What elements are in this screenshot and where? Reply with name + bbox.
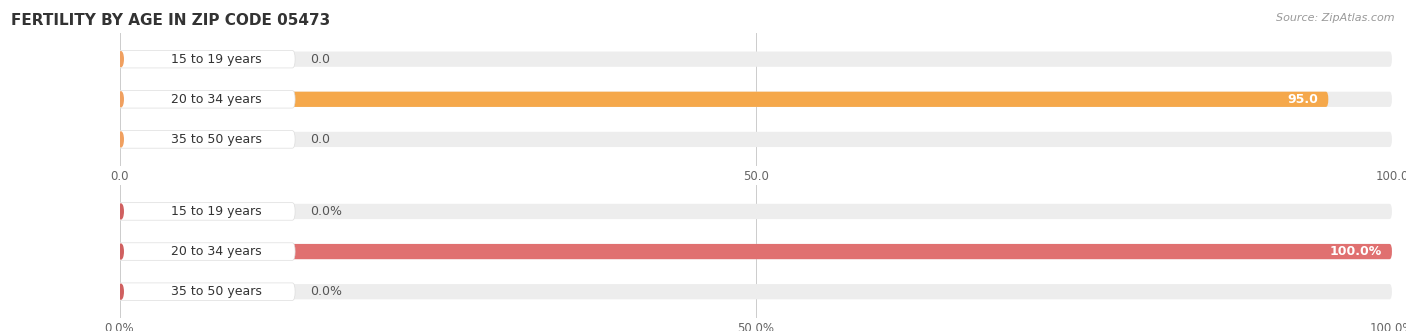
FancyBboxPatch shape xyxy=(120,244,1392,259)
FancyBboxPatch shape xyxy=(120,52,1392,67)
Text: 35 to 50 years: 35 to 50 years xyxy=(170,285,262,298)
Text: 20 to 34 years: 20 to 34 years xyxy=(172,93,262,106)
Text: 15 to 19 years: 15 to 19 years xyxy=(172,53,262,66)
Text: 0.0: 0.0 xyxy=(311,53,330,66)
Text: 20 to 34 years: 20 to 34 years xyxy=(172,245,262,258)
FancyBboxPatch shape xyxy=(117,91,295,108)
FancyBboxPatch shape xyxy=(117,50,295,68)
FancyBboxPatch shape xyxy=(120,92,1392,107)
Text: Source: ZipAtlas.com: Source: ZipAtlas.com xyxy=(1277,13,1395,23)
FancyBboxPatch shape xyxy=(117,283,295,301)
FancyBboxPatch shape xyxy=(120,132,1392,147)
FancyBboxPatch shape xyxy=(120,284,253,299)
Circle shape xyxy=(118,132,124,147)
Text: 15 to 19 years: 15 to 19 years xyxy=(172,205,262,218)
Circle shape xyxy=(118,204,124,219)
Text: 95.0: 95.0 xyxy=(1288,93,1319,106)
FancyBboxPatch shape xyxy=(120,132,253,147)
Text: 0.0%: 0.0% xyxy=(311,285,343,298)
FancyBboxPatch shape xyxy=(117,243,295,260)
FancyBboxPatch shape xyxy=(120,284,1392,299)
Text: 100.0%: 100.0% xyxy=(1330,245,1382,258)
Circle shape xyxy=(118,284,124,299)
FancyBboxPatch shape xyxy=(120,52,253,67)
FancyBboxPatch shape xyxy=(120,244,1392,259)
FancyBboxPatch shape xyxy=(120,204,1392,219)
FancyBboxPatch shape xyxy=(120,92,1329,107)
Circle shape xyxy=(118,52,124,67)
Text: 35 to 50 years: 35 to 50 years xyxy=(170,133,262,146)
FancyBboxPatch shape xyxy=(120,204,253,219)
Text: 0.0: 0.0 xyxy=(311,133,330,146)
Text: FERTILITY BY AGE IN ZIP CODE 05473: FERTILITY BY AGE IN ZIP CODE 05473 xyxy=(11,13,330,28)
Text: 0.0%: 0.0% xyxy=(311,205,343,218)
FancyBboxPatch shape xyxy=(117,131,295,148)
Circle shape xyxy=(118,92,124,107)
FancyBboxPatch shape xyxy=(117,203,295,220)
Circle shape xyxy=(118,244,124,259)
